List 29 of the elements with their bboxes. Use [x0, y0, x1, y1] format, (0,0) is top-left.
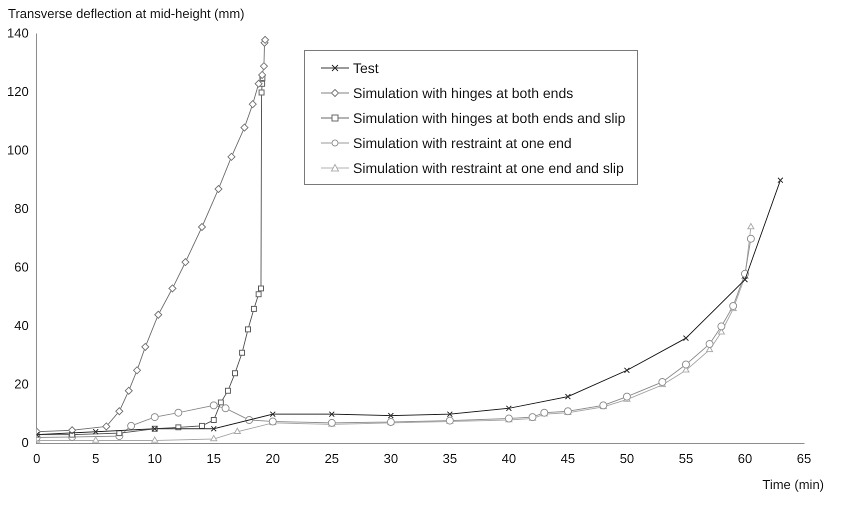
x-tick-label: 40	[502, 450, 516, 466]
y-tick-label: 0	[21, 434, 29, 450]
y-tick-label: 140	[6, 26, 29, 41]
y-tick-label: 20	[14, 376, 29, 392]
x-tick-label: 65	[796, 450, 812, 466]
y-tick-label: 120	[6, 84, 29, 100]
x-tick-label: 10	[148, 450, 162, 466]
x-tick-label: 50	[620, 450, 634, 466]
x-tick-label: 25	[324, 450, 340, 466]
y-tick-label: 100	[6, 142, 29, 158]
x-tick-label: 20	[266, 450, 280, 466]
x-tick-label: 45	[560, 450, 576, 466]
x-tick-label: 5	[92, 450, 100, 466]
legend-label: Simulation with restraint at one end and slip	[353, 160, 624, 176]
x-tick-label: 15	[206, 450, 221, 466]
y-tick-label: 60	[14, 260, 29, 275]
legend-label: Simulation with restraint at one end	[353, 134, 572, 150]
legend-label: Simulation with hinges at both ends and slip	[353, 110, 626, 126]
legend-label: Test	[353, 60, 379, 76]
x-tick-label: 55	[678, 450, 694, 466]
x-axis-title: Time (min)	[762, 477, 824, 492]
y-tick-label: 40	[14, 318, 29, 334]
legend-label: Simulation with hinges at both ends	[353, 84, 574, 100]
x-tick-label: 30	[384, 450, 398, 466]
y-tick-label: 80	[14, 201, 29, 216]
y-axis-title: Transverse deflection at mid-height (mm)	[8, 6, 244, 21]
x-tick-label: 0	[33, 450, 40, 466]
x-tick-label: 35	[442, 450, 458, 466]
x-tick-label: 60	[738, 450, 752, 466]
